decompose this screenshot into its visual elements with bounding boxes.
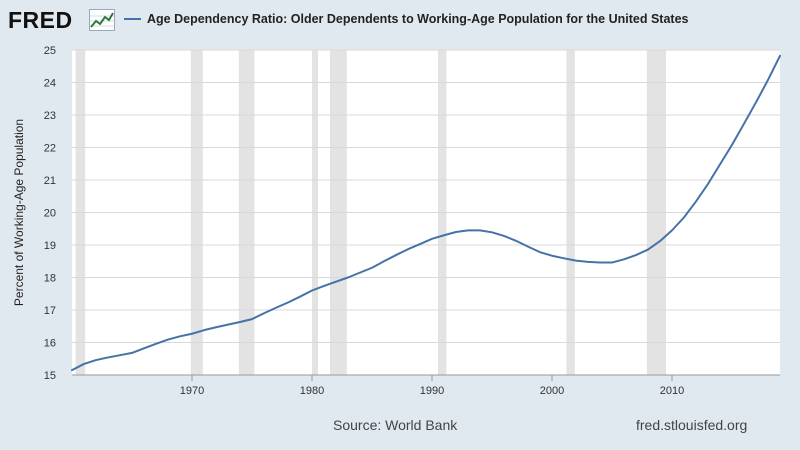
y-tick-label: 22 — [44, 143, 56, 155]
y-tick-label: 16 — [44, 338, 56, 350]
series-layer — [71, 54, 781, 372]
chart-header: FRED Age Dependency Ratio: Older Depende… — [0, 0, 800, 40]
y-tick-label: 25 — [44, 45, 56, 57]
x-tick-label: 2000 — [540, 385, 564, 397]
legend: Age Dependency Ratio: Older Dependents t… — [124, 10, 688, 28]
y-tick-label: 20 — [44, 208, 56, 220]
legend-label: Age Dependency Ratio: Older Dependents t… — [147, 12, 689, 26]
fred-graph-icon — [89, 9, 115, 31]
fred-logo[interactable]: FRED — [8, 7, 73, 33]
y-tick-label: 24 — [44, 78, 56, 90]
x-tick-label: 1970 — [180, 385, 204, 397]
y-tick-label: 21 — [44, 175, 56, 187]
y-tick-label: 23 — [44, 110, 56, 122]
source-label: Source: World Bank — [333, 417, 458, 433]
y-tick-label: 19 — [44, 240, 56, 252]
y-tick-label: 17 — [44, 305, 56, 317]
y-tick-label: 15 — [44, 370, 56, 382]
legend-swatch — [124, 18, 141, 20]
x-tick-label: 1990 — [420, 385, 444, 397]
axes: 15 16 17 18 19 20 21 22 23 24 25 1970 1980 1990 2000 20… — [12, 45, 780, 397]
source-url[interactable]: fred.stlouisfed.org — [636, 417, 748, 433]
series-line[interactable] — [71, 54, 781, 372]
y-axis-label: Percent of Working-Age Population — [12, 119, 26, 306]
y-tick-label: 18 — [44, 273, 56, 285]
x-tick-label: 2010 — [660, 385, 684, 397]
x-tick-label: 1980 — [300, 385, 324, 397]
